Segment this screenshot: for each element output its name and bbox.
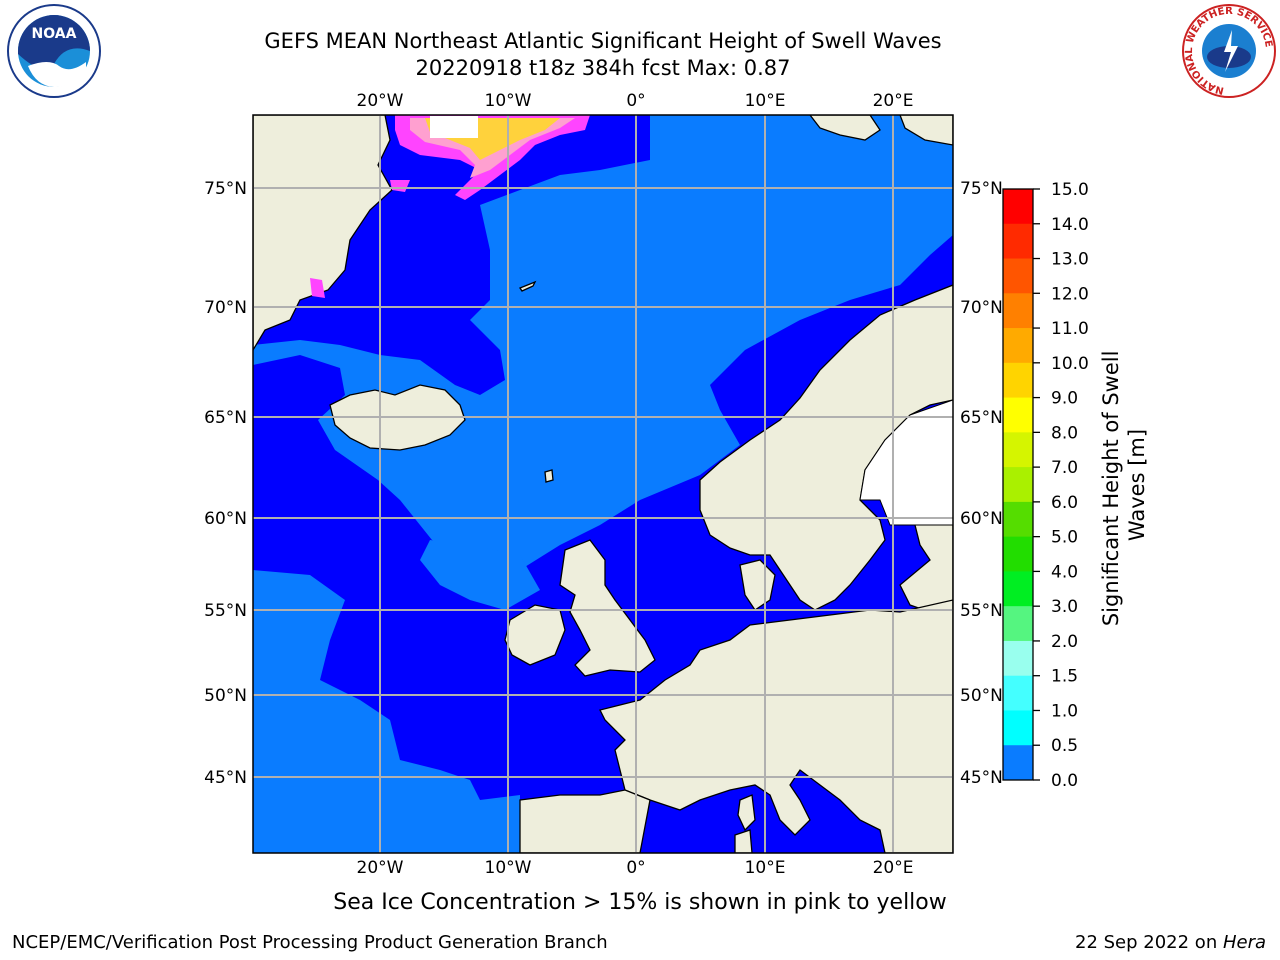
lon-label: 20°E xyxy=(873,91,914,111)
colorbar-tick-label: 7.0 xyxy=(1051,458,1078,478)
colorbar-tick-label: 4.0 xyxy=(1051,562,1078,582)
lon-label: 10°E xyxy=(745,858,786,878)
colorbar-tick-label: 1.5 xyxy=(1051,667,1078,687)
colorbar-tick-label: 2.0 xyxy=(1051,632,1078,652)
colorbar-band xyxy=(1003,258,1033,294)
greenland xyxy=(253,115,393,352)
lat-label: 60°N xyxy=(960,509,1003,529)
lat-label: 75°N xyxy=(204,179,247,199)
colorbar-tick-label: 6.0 xyxy=(1051,493,1078,513)
colorbar-tick-label: 0.0 xyxy=(1051,771,1078,791)
colorbar-tick-label: 13.0 xyxy=(1051,250,1089,270)
lat-label: 55°N xyxy=(960,601,1003,621)
colorbar-band xyxy=(1003,223,1033,260)
colorbar-tick-label: 12.0 xyxy=(1051,284,1089,304)
colorbar-band xyxy=(1003,189,1033,225)
chart-subtitle: 20220918 t18z 384h fcst Max: 0.87 xyxy=(415,56,791,80)
colorbar-band xyxy=(1003,710,1033,746)
colorbar-band xyxy=(1003,328,1033,364)
iberia xyxy=(519,789,651,853)
swell-mid-bay xyxy=(420,540,540,610)
lat-label: 70°N xyxy=(960,298,1003,318)
lat-label: 65°N xyxy=(204,408,247,428)
swell-mid-south xyxy=(253,570,520,853)
land-masses xyxy=(253,115,953,853)
lat-label: 50°N xyxy=(204,686,247,706)
lon-labels-top: 20°W 10°W 0° 10°E 20°E xyxy=(357,91,914,111)
colorbar-band xyxy=(1003,571,1033,607)
swell-mid-region xyxy=(253,115,953,570)
footer-date: 22 Sep 2022 on Hera xyxy=(1075,932,1266,953)
chart-title: GEFS MEAN Northeast Atlantic Significant… xyxy=(264,29,942,53)
footer-host: Hera xyxy=(1222,932,1266,953)
lon-label: 20°W xyxy=(357,858,404,878)
colorbar-band xyxy=(1003,606,1033,642)
lat-label: 65°N xyxy=(960,408,1003,428)
lat-labels-right: 75°N 70°N 65°N 60°N 55°N 50°N 45°N xyxy=(960,179,1003,788)
colorbar-tick-label: 11.0 xyxy=(1051,319,1089,339)
lat-labels-left: 75°N 70°N 65°N 60°N 55°N 50°N 45°N xyxy=(204,179,247,788)
lat-label: 45°N xyxy=(204,768,247,788)
noaa-logo-text: NOAA xyxy=(32,26,77,42)
colorbar-band xyxy=(1003,536,1033,572)
map-frame xyxy=(252,114,954,854)
lon-label: 10°E xyxy=(745,91,786,111)
colorbar-tick-label: 5.0 xyxy=(1051,528,1078,548)
colorbar-tick-label: 1.0 xyxy=(1051,701,1078,721)
colorbar-band xyxy=(1003,640,1033,677)
colorbar-tick-label: 0.5 xyxy=(1051,736,1078,756)
colorbar-tick-label: 9.0 xyxy=(1051,389,1078,409)
colorbar-band xyxy=(1003,432,1033,468)
colorbar-band xyxy=(1003,397,1033,433)
lat-label: 70°N xyxy=(204,298,247,318)
lat-label: 60°N xyxy=(204,509,247,529)
sea-ice-region xyxy=(310,115,590,298)
colorbar-band xyxy=(1003,745,1033,781)
colorbar-tick-label: 3.0 xyxy=(1051,597,1078,617)
colorbar-band xyxy=(1003,467,1033,503)
nws-logo: NATIONAL WEATHER SERVICE xyxy=(1182,4,1276,98)
no-data-region xyxy=(859,399,953,526)
colorbar-band xyxy=(1003,362,1033,399)
lon-label: 10°W xyxy=(485,91,532,111)
colorbar-frame xyxy=(1002,188,1034,781)
footer-branch: NCEP/EMC/Verification Post Processing Pr… xyxy=(12,932,608,953)
lon-label: 0° xyxy=(626,858,645,878)
colorbar-ticks: 15.0 14.0 13.0 12.0 11.0 10.0 9.0 8.0 7.0 6.0 5.0 4… xyxy=(1033,180,1089,791)
colorbar-band xyxy=(1003,675,1033,711)
footer-date-text: 22 Sep 2022 on xyxy=(1075,932,1223,953)
graticule xyxy=(253,115,953,853)
lon-label: 20°E xyxy=(873,858,914,878)
colorbar-tick-label: 14.0 xyxy=(1051,215,1089,235)
noaa-logo: NOAA xyxy=(7,4,101,98)
colorbar-label: Significant Height of Swell Waves [m] xyxy=(1099,344,1149,626)
svalbard xyxy=(809,115,881,141)
colorbar-band xyxy=(1003,501,1033,538)
colorbar-tick-label: 8.0 xyxy=(1051,423,1078,443)
lon-label: 10°W xyxy=(485,858,532,878)
colorbar xyxy=(1003,189,1033,781)
colorbar-tick-label: 15.0 xyxy=(1051,180,1089,200)
lat-label: 45°N xyxy=(960,768,1003,788)
lat-label: 75°N xyxy=(960,179,1003,199)
lat-label: 55°N xyxy=(204,601,247,621)
lat-label: 50°N xyxy=(960,686,1003,706)
colorbar-tick-label: 10.0 xyxy=(1051,354,1089,374)
colorbar-band xyxy=(1003,293,1033,329)
map-panel xyxy=(253,115,953,853)
lon-label: 20°W xyxy=(357,91,404,111)
sea-ice-note: Sea Ice Concentration > 15% is shown in … xyxy=(333,890,947,915)
lon-label: 0° xyxy=(626,91,645,111)
lon-labels-bottom: 20°W 10°W 0° 10°E 20°E xyxy=(357,858,914,878)
